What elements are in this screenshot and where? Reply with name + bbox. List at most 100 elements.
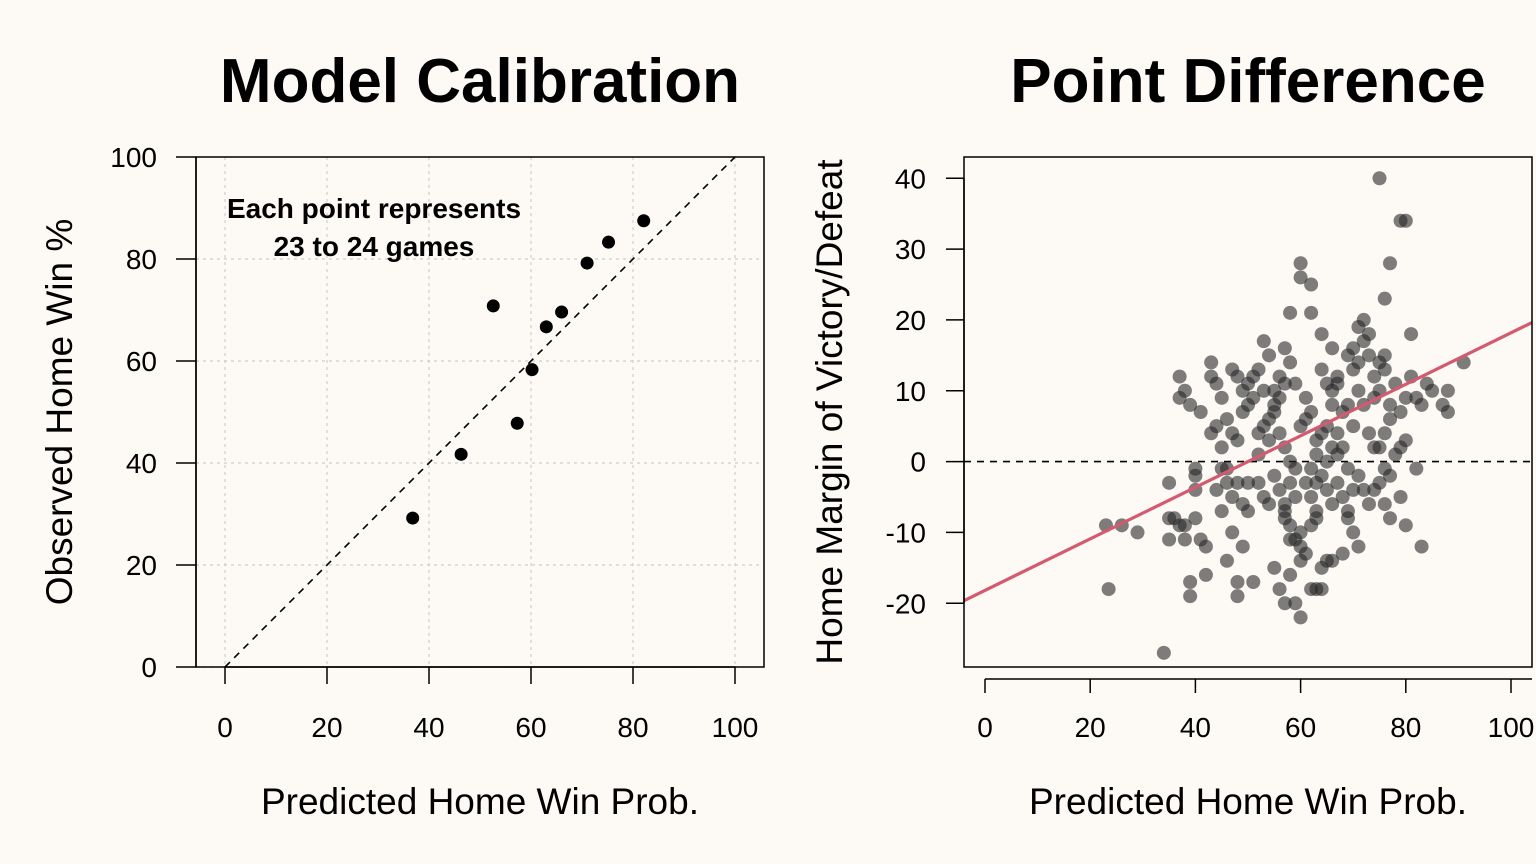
point-difference-point bbox=[1283, 518, 1298, 533]
point-difference-point bbox=[1204, 426, 1219, 441]
point-difference-point bbox=[1183, 575, 1198, 589]
point-difference-point bbox=[1372, 171, 1387, 186]
point-difference-point bbox=[1351, 539, 1366, 554]
point-difference-point bbox=[1251, 475, 1266, 490]
point-difference-point bbox=[1346, 482, 1361, 497]
point-difference-point bbox=[1288, 376, 1303, 391]
point-difference-point bbox=[1277, 504, 1292, 519]
point-difference-points bbox=[1098, 171, 1471, 660]
point-difference-point bbox=[1356, 482, 1371, 497]
point-difference-y-tick-label: -20 bbox=[886, 588, 926, 619]
point-difference-point bbox=[1383, 511, 1398, 526]
point-difference-point bbox=[1183, 397, 1198, 412]
point-difference-point bbox=[1283, 355, 1298, 370]
point-difference-point bbox=[1214, 390, 1229, 405]
point-difference-point bbox=[1340, 504, 1355, 519]
point-difference-point bbox=[1225, 490, 1240, 504]
point-difference-point bbox=[1367, 440, 1382, 455]
point-difference-point bbox=[1235, 383, 1250, 398]
point-difference-point bbox=[1393, 490, 1408, 504]
calibration-point bbox=[454, 447, 468, 461]
calibration-y-axis-label: Observed Home Win % bbox=[39, 219, 80, 606]
point-difference-point bbox=[1162, 475, 1177, 490]
point-difference-point bbox=[1172, 369, 1187, 384]
calibration-title: Model Calibration bbox=[220, 47, 740, 116]
point-difference-point bbox=[1346, 341, 1361, 356]
point-difference-point bbox=[1272, 390, 1287, 405]
point-difference-point bbox=[1256, 334, 1271, 349]
point-difference-point bbox=[1398, 518, 1413, 533]
point-difference-point bbox=[1156, 645, 1171, 660]
point-difference-point bbox=[1183, 589, 1198, 604]
calibration-diagonal bbox=[224, 156, 736, 668]
point-difference-point bbox=[1277, 596, 1292, 611]
point-difference-point bbox=[1298, 390, 1313, 405]
point-difference-panel: Point Difference 0 20 40 60 80 100 -20 -10 0 10 2… bbox=[809, 47, 1534, 822]
point-difference-point bbox=[1225, 525, 1240, 540]
point-difference-point bbox=[1283, 567, 1298, 582]
point-difference-point bbox=[1272, 582, 1287, 597]
point-difference-point bbox=[1283, 475, 1298, 490]
point-difference-point bbox=[1325, 497, 1340, 512]
calibration-point bbox=[602, 235, 616, 249]
calibration-x-tick-label: 80 bbox=[617, 712, 648, 743]
point-difference-point bbox=[1130, 525, 1145, 540]
point-difference-point bbox=[1367, 369, 1382, 384]
point-difference-point bbox=[1272, 482, 1287, 497]
calibration-annotation-line2: 23 to 24 games bbox=[274, 231, 475, 262]
point-difference-point bbox=[1309, 447, 1324, 462]
point-difference-point bbox=[1351, 468, 1366, 483]
point-difference-point bbox=[1304, 277, 1319, 292]
point-difference-point bbox=[1267, 560, 1282, 575]
point-difference-point bbox=[1377, 362, 1392, 377]
point-difference-point bbox=[1256, 383, 1271, 398]
point-difference-point bbox=[1377, 291, 1392, 306]
point-difference-point bbox=[1367, 482, 1382, 497]
point-difference-point bbox=[1361, 327, 1376, 342]
calibration-point bbox=[525, 363, 539, 377]
point-difference-point bbox=[1293, 525, 1308, 540]
point-difference-point bbox=[1330, 475, 1345, 490]
point-difference-point bbox=[1383, 397, 1398, 412]
point-difference-point bbox=[1241, 504, 1255, 519]
point-difference-point bbox=[1440, 383, 1455, 398]
point-difference-point bbox=[1246, 575, 1261, 589]
point-difference-point bbox=[1377, 461, 1392, 476]
point-difference-point bbox=[1288, 461, 1303, 476]
point-difference-point bbox=[1219, 412, 1234, 427]
point-difference-point bbox=[1304, 305, 1319, 320]
calibration-point bbox=[555, 305, 569, 319]
point-difference-point bbox=[1293, 553, 1308, 568]
point-difference-point bbox=[1262, 412, 1277, 427]
point-difference-point bbox=[1335, 490, 1350, 504]
calibration-y-tick-label: 100 bbox=[110, 142, 157, 173]
point-difference-point bbox=[1230, 589, 1245, 604]
point-difference-point bbox=[1262, 497, 1277, 512]
calibration-annotation-line1: Each point represents bbox=[227, 193, 521, 224]
point-difference-point bbox=[1404, 327, 1419, 342]
calibration-panel: Model Calibration 0 20 40 60 80 100 0 20 40 60 80… bbox=[39, 47, 765, 822]
point-difference-point bbox=[1214, 440, 1229, 455]
point-difference-x-tick-label: 100 bbox=[1488, 712, 1535, 743]
point-difference-point bbox=[1346, 525, 1361, 540]
point-difference-point bbox=[1262, 433, 1277, 448]
point-difference-point bbox=[1262, 348, 1277, 363]
point-difference-point bbox=[1177, 518, 1192, 533]
calibration-y-axis: 0 20 40 60 80 100 bbox=[110, 142, 197, 683]
point-difference-point bbox=[1177, 532, 1192, 547]
point-difference-point bbox=[1246, 390, 1261, 405]
point-difference-point bbox=[1230, 433, 1245, 448]
point-difference-point bbox=[1198, 567, 1213, 582]
point-difference-point bbox=[1314, 327, 1329, 342]
point-difference-x-tick-label: 80 bbox=[1390, 712, 1421, 743]
point-difference-point bbox=[1325, 341, 1340, 356]
point-difference-fit-line bbox=[963, 321, 1533, 603]
calibration-x-tick-label: 100 bbox=[712, 712, 759, 743]
point-difference-y-tick-label: 0 bbox=[910, 447, 926, 478]
point-difference-point bbox=[1330, 426, 1345, 441]
calibration-x-axis: 0 20 40 60 80 100 bbox=[217, 666, 759, 743]
point-difference-x-tick-label: 0 bbox=[977, 712, 993, 743]
point-difference-point bbox=[1267, 468, 1282, 483]
point-difference-title: Point Difference bbox=[1010, 47, 1485, 116]
